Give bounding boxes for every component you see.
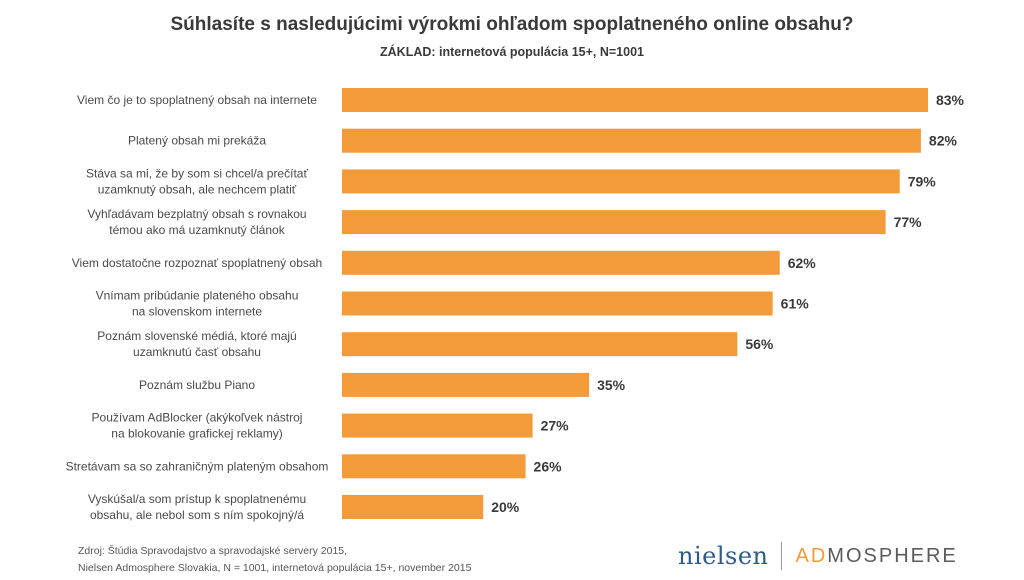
admosphere-logo-prefix: AD [795,544,828,567]
category-label-7: Poznám službu Piano [139,378,255,392]
category-label-line: Viem dostatočne rozpoznať spoplatnený ob… [72,256,322,270]
chart-subtitle: ZÁKLAD: internetová populácia 15+, N=100… [380,45,644,59]
category-label-4: Viem dostatočne rozpoznať spoplatnený ob… [72,256,322,270]
category-label-line: na slovenskom internete [132,305,262,319]
bar-2 [342,169,900,194]
admosphere-logo-rest: MOSPHERE [827,544,958,567]
chart-title: Súhlasíte s nasledujúcimi výrokmi ohľado… [170,14,854,35]
category-label-line: Vyskúšal/a som prístup k spoplatnenému [88,492,306,506]
category-label-line: Platený obsah mi prekáža [128,134,266,148]
category-label-line: Stáva sa mi, že by som si chcel/a prečít… [86,166,308,180]
category-label-8: Používam AdBlocker (akýkoľvek nástroj na … [92,411,303,441]
category-label-line: Poznám slovenské médiá, ktoré majú [97,329,296,343]
value-label-6: 56% [745,336,774,352]
admosphere-logo: ADMOSPHERE [796,545,958,568]
bar-0 [342,88,928,112]
category-label-6: Poznám slovenské médiá, ktoré majú uzamkn… [97,329,296,359]
category-label-line: témou ako má uzamknutý článok [109,223,285,237]
value-label-1: 82% [929,133,958,149]
category-label-0: Viem čo je to spoplatnený obsah na inter… [77,93,317,107]
nielsen-logo: nielsen [678,542,769,570]
value-label-9: 26% [534,458,563,474]
category-label-line: Viem čo je to spoplatnený obsah na inter… [77,93,317,107]
value-label-0: 83% [936,92,965,108]
category-label-line: na blokovanie grafickej reklamy) [111,427,282,441]
bar-8 [342,413,533,438]
bar-4 [342,250,780,275]
value-label-4: 62% [788,255,817,271]
source-line-1: Zdroj: Štúdia Spravodajstvo a spravodajs… [78,545,348,557]
bar-6 [342,332,738,357]
bar-3 [342,210,886,235]
category-label-10: Vyskúšal/a som prístup k spoplatnenému ob… [88,492,306,522]
category-label-line: uzamknutý obsah, ale nechcem platiť [98,182,297,196]
source-line-2: Nielsen Admosphere Slovakia, N = 1001, i… [78,562,472,574]
category-label-line: uzamknutú časť obsahu [133,345,261,359]
value-label-7: 35% [597,377,626,393]
bar-chart: 83% Viem čo je to spoplatnený obsah na in… [66,88,965,522]
logos: nielsen ADMOSPHERE [678,538,958,574]
category-label-1: Platený obsah mi prekáža [128,134,266,148]
category-label-line: obsahu, ale nebol som s ním spokojný/á [90,508,304,522]
bar-7 [342,372,590,397]
logo-divider [780,542,782,570]
source-note: Zdroj: Štúdia Spravodajstvo a spravodajs… [78,543,471,577]
bar-10 [342,495,484,519]
category-label-2: Stáva sa mi, že by som si chcel/a prečít… [86,166,308,196]
value-label-5: 61% [781,296,810,312]
value-label-10: 20% [491,499,520,515]
category-label-line: Vnímam pribúdanie plateného obsahu [96,289,299,303]
category-label-line: Používam AdBlocker (akýkoľvek nástroj [92,411,303,425]
category-label-3: Vyhľadávam bezplatný obsah s rovnakou tém… [87,207,306,237]
bar-9 [342,454,526,479]
bar-5 [342,291,773,316]
category-label-9: Stretávam sa so zahraničným plateným obs… [66,459,329,473]
category-label-line: Poznám službu Piano [139,378,255,392]
value-label-3: 77% [894,214,923,230]
value-label-2: 79% [908,173,937,189]
category-label-line: Vyhľadávam bezplatný obsah s rovnakou [87,207,306,221]
category-label-5: Vnímam pribúdanie plateného obsahu na slo… [96,289,299,319]
value-label-8: 27% [541,418,570,434]
bar-1 [342,128,921,153]
category-label-line: Stretávam sa so zahraničným plateným obs… [66,459,329,473]
